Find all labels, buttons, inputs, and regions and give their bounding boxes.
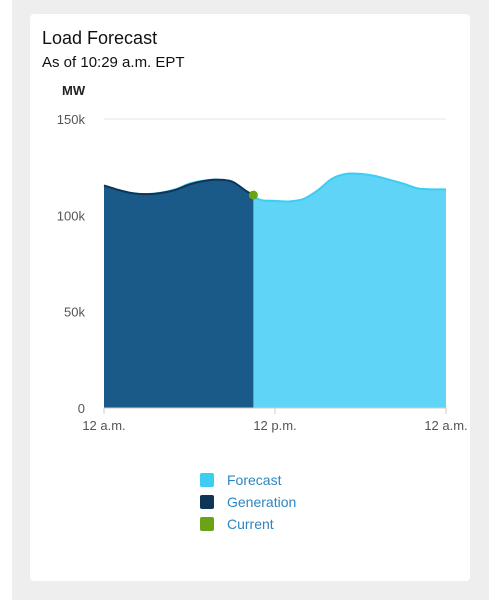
legend-label: Generation	[227, 494, 297, 510]
legend-label: Forecast	[227, 472, 282, 488]
legend-item-current[interactable]: Current	[200, 513, 296, 535]
y-tick-label: 100k	[57, 208, 86, 223]
load-forecast-card: Load Forecast As of 10:29 a.m. EPT 0 50k 1…	[30, 14, 470, 581]
chart-subtitle: As of 10:29 a.m. EPT	[42, 54, 185, 71]
generation-line	[103, 178, 254, 196]
legend-swatch	[200, 495, 214, 509]
x-tick-label: 12 a.m.	[424, 418, 467, 433]
legend-item-forecast[interactable]: Forecast	[200, 469, 296, 491]
y-tick-label: 0	[78, 401, 85, 416]
y-tick-label: 150k	[57, 112, 86, 127]
legend-label: Current	[227, 516, 274, 532]
chart-title: Load Forecast	[42, 28, 158, 48]
x-tick-label: 12 p.m.	[253, 418, 296, 433]
current-marker	[248, 190, 258, 200]
y-tick-label: 50k	[64, 305, 85, 320]
generation-area	[104, 179, 254, 408]
legend-swatch	[200, 517, 214, 531]
legend-item-generation[interactable]: Generation	[200, 491, 296, 513]
load-forecast-chart: 0 50k 100k 150k MW 12 a.m. 12 p.m. 12 a.m.	[57, 83, 468, 433]
x-tick-label: 12 a.m.	[82, 418, 125, 433]
chart-legend: Forecast Generation Current	[200, 469, 296, 535]
legend-swatch	[200, 473, 214, 487]
y-axis-label: MW	[62, 83, 86, 98]
